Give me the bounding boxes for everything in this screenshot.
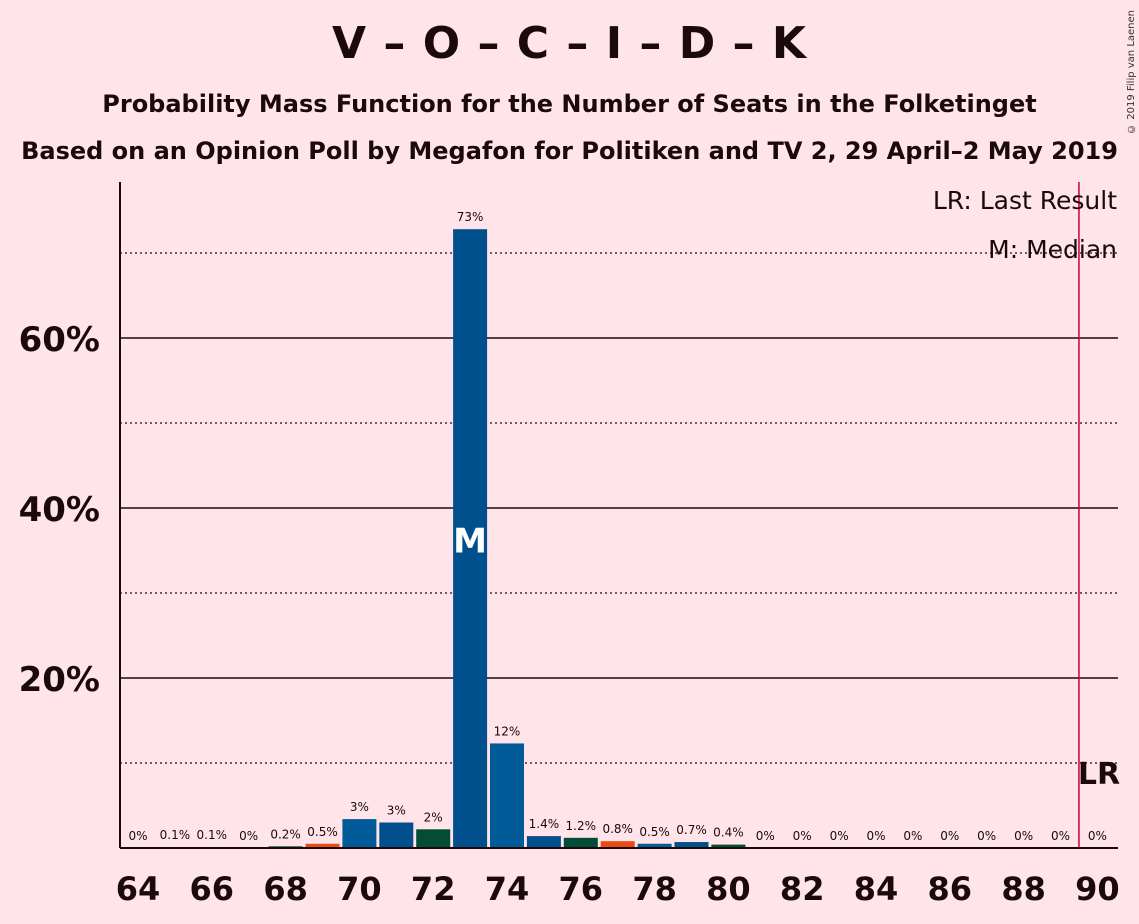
bar-value-label: 0%	[1051, 829, 1070, 843]
chart-title: V – O – C – I – D – K	[332, 18, 807, 69]
bar	[342, 819, 377, 848]
bar	[379, 822, 414, 848]
bar-value-label: 0%	[977, 829, 996, 843]
x-tick-label: 70	[337, 870, 382, 908]
bar-value-label: 2%	[424, 810, 443, 824]
bar	[711, 844, 746, 848]
x-tick-label: 88	[1001, 870, 1046, 908]
bar-value-label: 73%	[457, 210, 484, 224]
x-tick-label: 72	[411, 870, 456, 908]
x-tick-label: 76	[559, 870, 604, 908]
x-tick-label: 82	[780, 870, 825, 908]
y-tick-label: 60%	[19, 320, 100, 360]
bar-value-label: 0%	[239, 829, 258, 843]
x-tick-label: 66	[190, 870, 235, 908]
bar-value-label: 0.5%	[639, 825, 670, 839]
bar	[563, 837, 598, 848]
x-tick-label: 68	[263, 870, 308, 908]
bar-value-label: 0%	[1088, 829, 1107, 843]
bar-value-label: 0%	[128, 829, 147, 843]
bar-value-label: 0.5%	[307, 825, 338, 839]
x-tick-label: 90	[1075, 870, 1120, 908]
x-tick-label: 78	[632, 870, 677, 908]
bar-value-label: 0%	[866, 829, 885, 843]
bar-value-label: 0.7%	[676, 823, 707, 837]
x-tick-label: 64	[116, 870, 161, 908]
y-tick-label: 40%	[19, 490, 100, 530]
last-result-marker: LR	[1078, 757, 1120, 792]
bar	[453, 229, 488, 848]
median-marker: M	[453, 522, 487, 562]
bar-value-label: 0.4%	[713, 826, 744, 840]
x-tick-label: 74	[485, 870, 530, 908]
bar-value-label: 0.2%	[270, 827, 301, 841]
bar-value-label: 0.1%	[197, 828, 228, 842]
bar-value-label: 0%	[903, 829, 922, 843]
bar-value-label: 3%	[350, 800, 369, 814]
legend-median: M: Median	[988, 235, 1117, 264]
bar-value-label: 0%	[793, 829, 812, 843]
bar-value-label: 12%	[494, 724, 521, 738]
bar-value-label: 0%	[1014, 829, 1033, 843]
bar	[637, 843, 672, 848]
bar-value-label: 0.1%	[160, 828, 191, 842]
y-tick-label: 20%	[19, 660, 100, 700]
bar-value-label: 1.2%	[566, 819, 597, 833]
chart-subtitle-source: Based on an Opinion Poll by Megafon for …	[21, 137, 1118, 165]
bar-value-label: 3%	[387, 804, 406, 818]
chart-subtitle: Probability Mass Function for the Number…	[102, 90, 1037, 118]
x-tick-label: 80	[706, 870, 751, 908]
bar	[674, 842, 709, 848]
bar-value-label: 1.4%	[529, 817, 560, 831]
bar-value-label: 0%	[830, 829, 849, 843]
x-tick-label: 84	[854, 870, 899, 908]
x-tick-label: 86	[928, 870, 973, 908]
bar	[490, 743, 524, 848]
bar-value-label: 0.8%	[602, 822, 633, 836]
bar	[526, 836, 561, 848]
bar	[600, 841, 635, 848]
legend-last-result: LR: Last Result	[933, 186, 1117, 215]
bar	[305, 843, 340, 848]
bar-value-label: 0%	[756, 829, 775, 843]
bar-value-label: 0%	[940, 829, 959, 843]
bar	[416, 829, 451, 848]
